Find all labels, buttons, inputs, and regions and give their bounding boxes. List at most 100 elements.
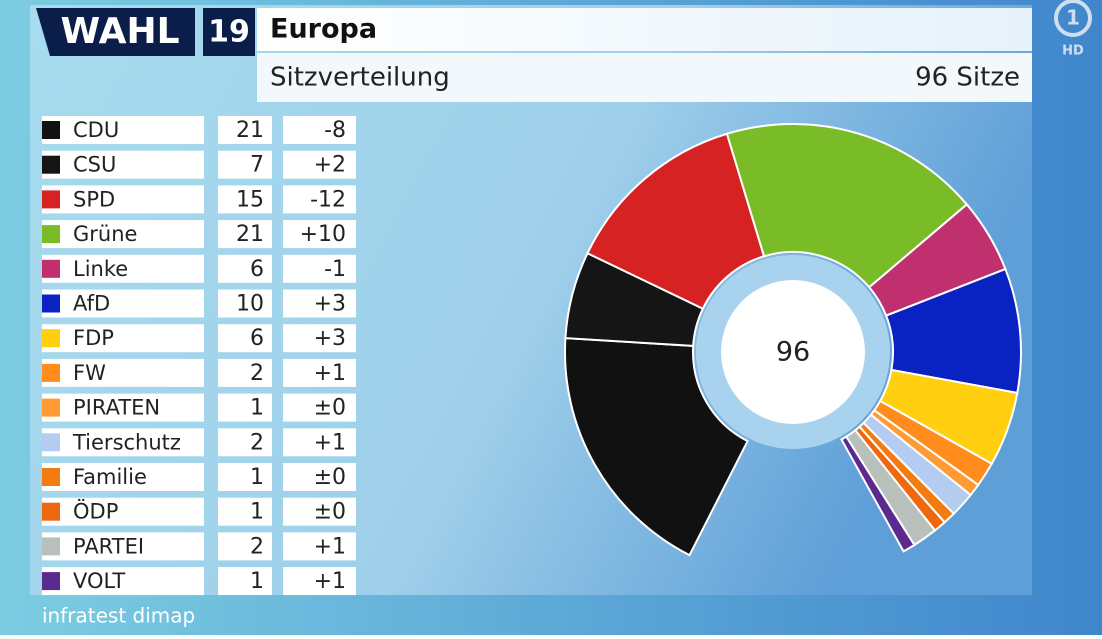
seats: 21 <box>236 222 264 247</box>
name-cell <box>42 289 204 318</box>
seats-cell <box>218 358 272 387</box>
subtitle: Sitzverteilung <box>270 63 450 93</box>
seats-cell <box>218 220 272 249</box>
party-name: Grüne <box>73 222 137 246</box>
change: +10 <box>300 222 346 247</box>
seats-cell <box>218 428 272 457</box>
name-cell <box>42 393 204 422</box>
name-cell <box>42 220 204 249</box>
name-cell <box>42 324 204 353</box>
seats-cell <box>218 497 272 526</box>
color-swatch <box>42 259 60 278</box>
pie-chart: 96 <box>564 123 1022 557</box>
color-swatch <box>42 398 60 417</box>
seats: 6 <box>250 326 264 351</box>
change-cell <box>283 220 356 249</box>
change: +2 <box>314 153 346 178</box>
party-name: PIRATEN <box>73 396 160 420</box>
total-seats: 96 Sitze <box>915 63 1020 93</box>
change-cell <box>283 358 356 387</box>
seats: 7 <box>250 153 264 178</box>
name-cell <box>42 254 204 283</box>
logo: WAHL <box>60 11 179 52</box>
party-name: VOLT <box>73 569 125 593</box>
name-cell <box>42 150 204 179</box>
party-name: FW <box>73 361 106 385</box>
year-box <box>203 8 255 56</box>
change: ±0 <box>314 500 346 525</box>
seats: 1 <box>250 465 264 490</box>
party-name: ÖDP <box>73 499 118 524</box>
seats: 21 <box>236 118 264 143</box>
seats-cell <box>218 185 272 214</box>
party-name: Linke <box>73 257 128 281</box>
party-name: Tierschutz <box>72 430 181 454</box>
seats: 15 <box>236 187 264 212</box>
change-cell <box>283 463 356 491</box>
name-cell <box>42 497 204 526</box>
party-name: AfD <box>73 292 110 316</box>
change: +1 <box>314 361 346 386</box>
logo-box <box>36 8 195 56</box>
change-cell <box>283 254 356 283</box>
seats-cell <box>218 393 272 422</box>
pie-segment <box>586 132 766 311</box>
seats: 2 <box>250 534 264 559</box>
change: -12 <box>310 187 346 212</box>
change-cell <box>283 393 356 422</box>
change: ±0 <box>314 396 346 421</box>
change-cell <box>283 497 356 526</box>
subtitle-bar <box>257 53 1032 102</box>
change-cell <box>283 324 356 353</box>
name-cell <box>42 185 204 214</box>
change-cell <box>283 150 356 179</box>
change: +3 <box>314 292 346 317</box>
name-cell <box>42 428 204 457</box>
color-swatch <box>42 572 60 591</box>
color-swatch <box>42 537 60 556</box>
name-cell <box>42 463 204 491</box>
change: +1 <box>314 430 346 455</box>
pie-segment <box>840 435 916 553</box>
seats-cell <box>218 463 272 491</box>
color-swatch <box>42 433 60 452</box>
name-cell <box>42 532 204 561</box>
color-swatch <box>42 502 60 521</box>
color-swatch <box>42 225 60 244</box>
color-swatch <box>42 294 60 313</box>
party-name: SPD <box>73 187 115 211</box>
party-name: CSU <box>73 153 116 177</box>
name-cell <box>42 358 204 387</box>
logo-year: 19 <box>208 15 250 50</box>
party-name: PARTEI <box>73 534 144 558</box>
change-cell <box>283 289 356 318</box>
seats-cell <box>218 567 272 596</box>
color-swatch <box>42 363 60 382</box>
party-name: FDP <box>73 326 114 350</box>
seats: 1 <box>250 396 264 421</box>
party-name: CDU <box>73 118 119 142</box>
color-swatch <box>42 329 60 348</box>
seats: 1 <box>250 569 264 594</box>
seats: 10 <box>236 292 264 317</box>
seats-cell <box>218 150 272 179</box>
change: +1 <box>314 534 346 559</box>
change-cell <box>283 116 356 144</box>
source: infratest dimap <box>42 604 195 628</box>
seats: 6 <box>250 257 264 282</box>
party-name: Familie <box>73 465 147 489</box>
color-swatch <box>42 190 60 209</box>
change: -1 <box>324 257 346 282</box>
seats-cell <box>218 254 272 283</box>
change: +3 <box>314 326 346 351</box>
change-cell <box>283 428 356 457</box>
pie-segment <box>564 337 749 557</box>
pie-segment <box>725 123 969 289</box>
channel: HD <box>1062 44 1084 59</box>
change-cell <box>283 567 356 596</box>
change: +1 <box>314 569 346 594</box>
color-swatch <box>42 121 60 139</box>
seats-cell <box>218 324 272 353</box>
change: ±0 <box>314 465 346 490</box>
